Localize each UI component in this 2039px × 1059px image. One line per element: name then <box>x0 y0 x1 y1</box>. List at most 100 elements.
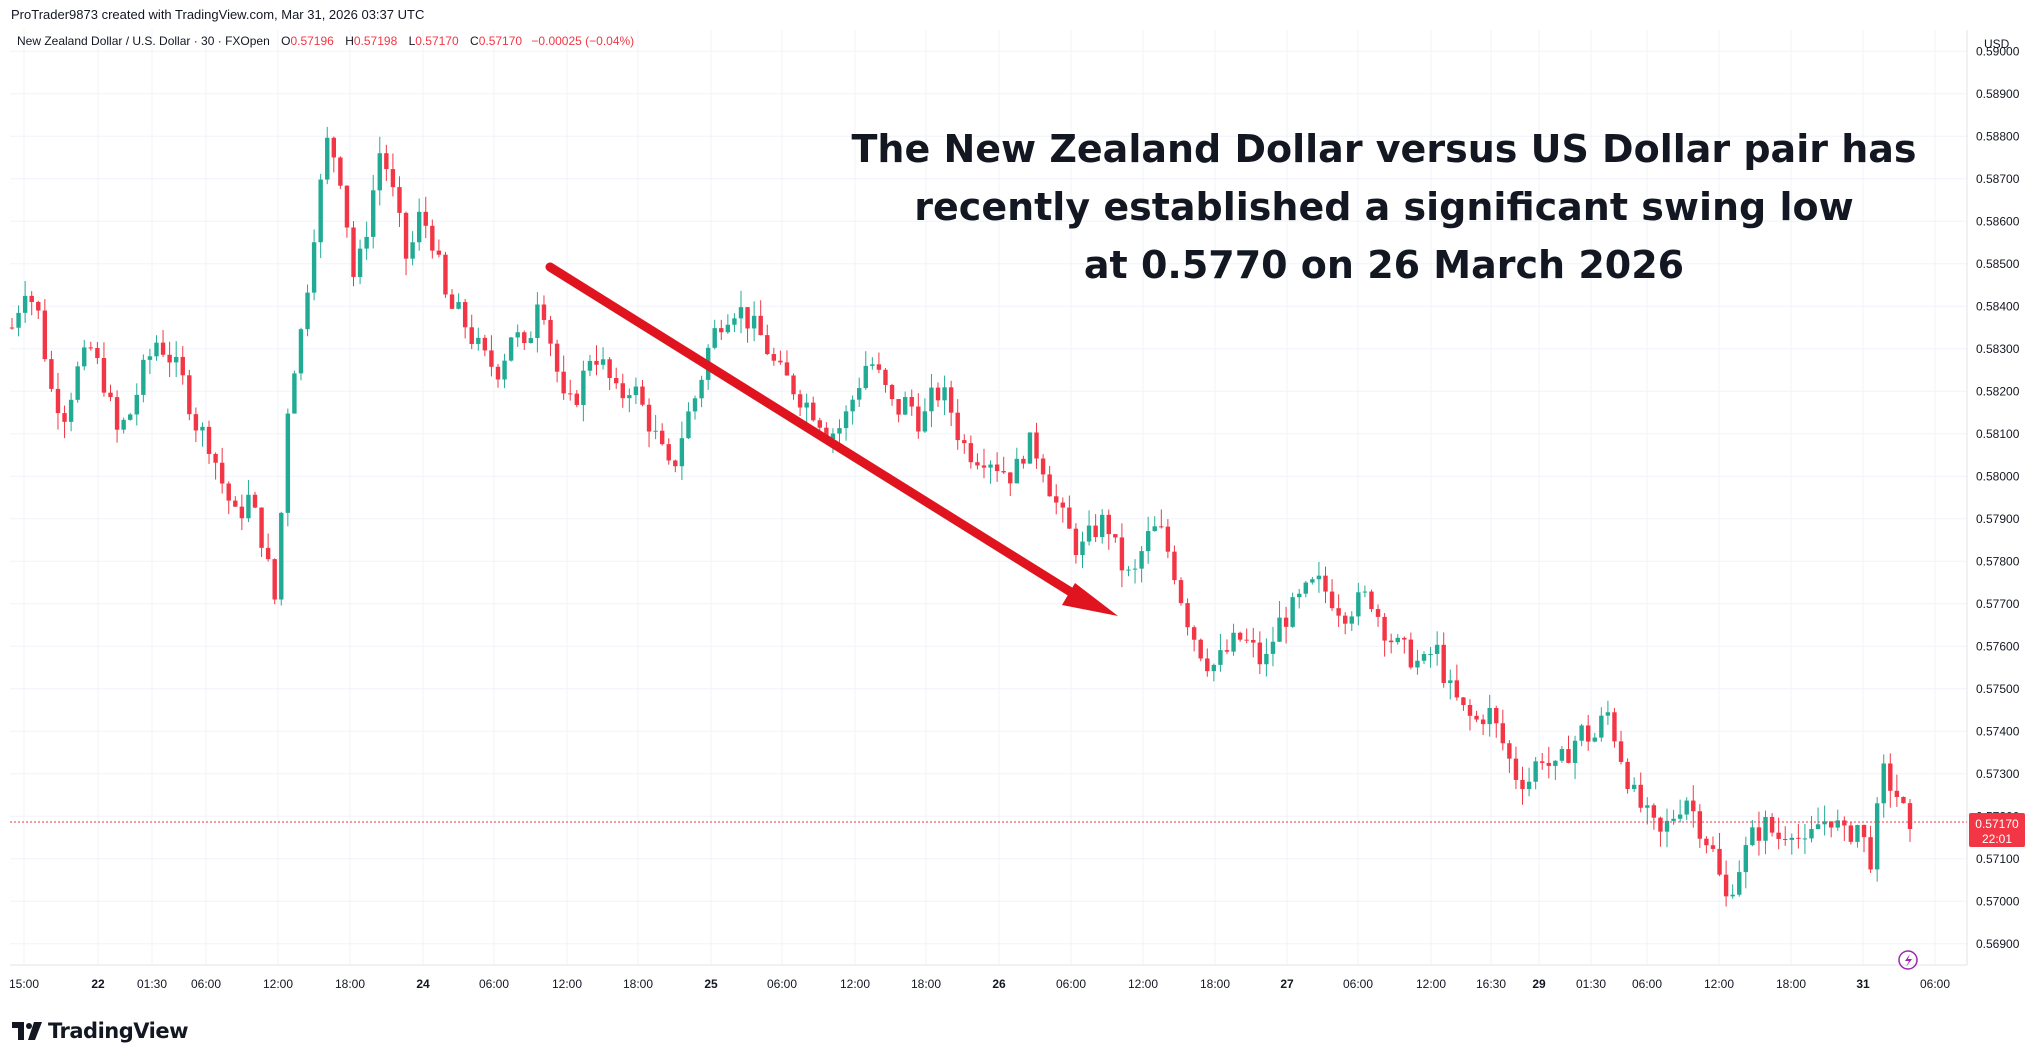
candle-body <box>344 185 350 228</box>
candle-body <box>1546 762 1551 766</box>
candle-body <box>1553 760 1558 766</box>
candle-body <box>1336 608 1341 616</box>
candle-body <box>1645 805 1650 808</box>
candle-body <box>955 412 960 441</box>
candle-body <box>121 419 126 430</box>
candle-body <box>443 254 448 295</box>
candle-body <box>1901 796 1906 804</box>
candle-body <box>1080 541 1085 556</box>
candle-body <box>1704 838 1709 846</box>
candle-body <box>1034 432 1039 459</box>
time-tick-label: 16:30 <box>1476 977 1506 991</box>
candle-body <box>1796 837 1801 839</box>
candle-body <box>1454 680 1460 698</box>
symbol-legend: New Zealand Dollar / U.S. Dollar · 30 · … <box>17 34 634 48</box>
candle-body <box>1881 763 1886 804</box>
price-tick-label: 0.56900 <box>1976 937 2020 951</box>
symbol-name: New Zealand Dollar / U.S. Dollar · 30 · … <box>17 34 270 48</box>
price-tick-label: 0.57000 <box>1976 894 2020 908</box>
candle-body <box>1822 821 1827 825</box>
candle-body <box>1815 824 1821 830</box>
candle-body <box>1717 848 1722 875</box>
candle-body <box>627 395 632 399</box>
tradingview-logo-icon <box>12 1022 42 1040</box>
price-tick-label: 0.58500 <box>1976 257 2020 271</box>
candle-body <box>600 359 606 365</box>
candle-body <box>1618 741 1624 762</box>
time-tick-label: 06:00 <box>767 977 797 991</box>
candle-body <box>1329 591 1335 609</box>
candle-body <box>1047 474 1052 497</box>
time-tick-label: 12:00 <box>840 977 870 991</box>
candle-body <box>659 430 665 445</box>
candle-body <box>1316 575 1322 580</box>
candle-body <box>331 137 337 158</box>
candle-body <box>758 315 763 336</box>
candle-body <box>929 387 934 412</box>
candle-body <box>1021 458 1026 464</box>
price-tick-label: 0.58400 <box>1976 299 2020 313</box>
candle-body <box>607 359 612 379</box>
candle-body <box>1310 579 1315 583</box>
candle-body <box>1040 458 1046 475</box>
candle-body <box>75 366 80 400</box>
candle-body <box>692 398 698 412</box>
time-tick-label: 12:00 <box>263 977 293 991</box>
candle-body <box>765 335 770 355</box>
candle-body <box>1855 824 1860 842</box>
candle-body <box>128 414 133 420</box>
candle-body <box>1494 707 1499 724</box>
candle-body <box>1487 707 1492 725</box>
candle-body <box>699 379 704 399</box>
candle-body <box>325 137 330 180</box>
candle-body <box>1697 811 1703 839</box>
candle-body <box>883 369 888 385</box>
candle-body <box>994 464 1000 472</box>
candle-body <box>318 179 323 243</box>
candle-body <box>1599 715 1604 738</box>
candle-body <box>430 225 435 251</box>
time-tick-label: 06:00 <box>191 977 221 991</box>
candle-body <box>1585 725 1591 742</box>
candle-body <box>850 399 855 412</box>
candle-body <box>1579 725 1584 741</box>
candle-body <box>909 397 914 407</box>
candle-body <box>338 157 343 186</box>
candle-body <box>1461 697 1466 706</box>
candle-body <box>1067 507 1072 529</box>
time-tick-label: 25 <box>704 977 718 991</box>
price-tick-label: 0.57500 <box>1976 682 2020 696</box>
replay-icon[interactable] <box>1898 950 1918 970</box>
candle-body <box>751 315 757 329</box>
candle-body <box>1842 820 1847 826</box>
candle-body <box>285 413 291 513</box>
candle-body <box>16 312 21 328</box>
candle-body <box>1323 575 1328 592</box>
time-tick-label: 27 <box>1280 977 1294 991</box>
candle-body <box>646 404 652 432</box>
time-tick-label: 01:30 <box>137 977 167 991</box>
candle-body <box>935 387 941 401</box>
candle-body <box>771 354 777 361</box>
candle-body <box>587 360 593 371</box>
candle-body <box>1257 642 1263 665</box>
candle-body <box>745 307 750 329</box>
candle-body <box>1868 837 1873 870</box>
candle-body <box>1776 832 1781 839</box>
candle-body <box>1559 749 1565 761</box>
candle-body <box>870 364 875 366</box>
candle-body <box>1297 593 1302 598</box>
candle-body <box>1001 471 1006 473</box>
candle-body <box>712 328 717 348</box>
candle-body <box>725 324 731 333</box>
candle-body <box>187 375 192 415</box>
candle-body <box>1861 824 1867 838</box>
candle-body <box>311 242 317 293</box>
candle-body <box>1100 514 1105 538</box>
price-tick-label: 0.57800 <box>1976 554 2020 568</box>
candle-body <box>42 310 48 360</box>
candle-body <box>82 347 87 367</box>
tradingview-brand[interactable]: TradingView <box>12 1019 188 1043</box>
candle-body <box>1664 820 1670 832</box>
